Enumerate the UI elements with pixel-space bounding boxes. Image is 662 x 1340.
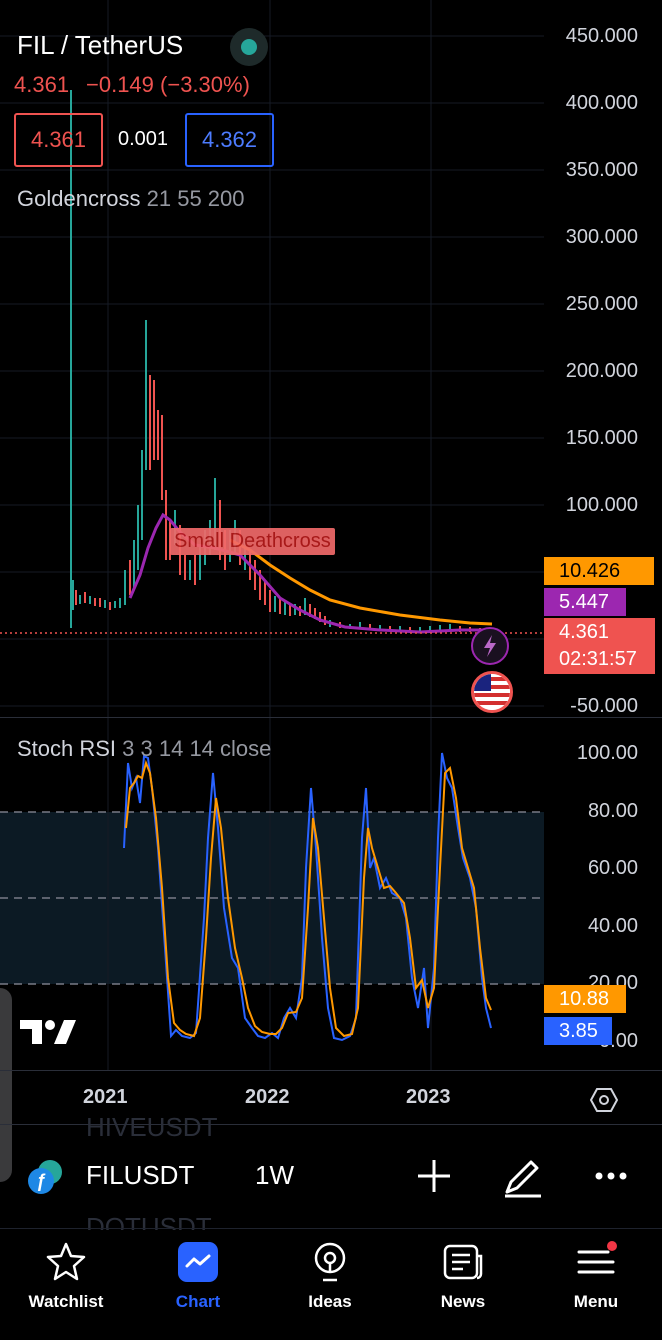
price-change: −0.149 (−3.30%) [86,72,250,97]
indicator-name: Goldencross [17,186,141,211]
ma-purple-line [128,512,488,634]
bar-countdown: 02:31:57 [559,648,637,670]
stoch-y-tick: 80.00 [587,800,638,822]
toolbar-top-border [0,1124,662,1125]
y-tick: 150.000 [565,427,638,449]
stoch-params: 3 3 14 14 close [122,736,272,761]
stoch-k-line [123,752,492,1042]
spread-value: 0.001 [118,128,169,150]
y-tick: 250.000 [565,293,638,315]
side-drawer-handle[interactable] [0,988,12,1182]
stoch-legend[interactable]: Stoch RSI 3 3 14 14 close [17,736,271,762]
more-options-icon[interactable] [587,1152,635,1200]
indicator-params: 21 55 200 [146,186,245,211]
add-plus-icon[interactable] [410,1152,458,1200]
y-tick: 300.000 [565,226,638,248]
filecoin-coin-icon[interactable]: ƒ [28,1160,64,1196]
ma-orange-line [229,538,493,626]
stoch-k-tag: 3.85 [544,1017,612,1045]
market-status-icon[interactable] [230,28,268,66]
lightning-event-icon[interactable] [471,627,509,665]
stoch-y-tick: 60.00 [587,857,638,879]
nav-label: Watchlist [28,1292,104,1311]
ma-orange-tag: 10.426 [544,557,654,585]
stoch-levels [0,811,544,985]
nav-ideas[interactable]: Ideas [264,1240,396,1312]
stoch-rsi-pane[interactable]: Stoch RSI 3 3 14 14 close 100.00 80.00 6… [0,718,662,1070]
symbol-peek-below: DOTUSDT [86,1212,212,1230]
time-axis-separator [0,1070,662,1071]
stoch-title: Stoch RSI [17,736,117,761]
y-tick: 100.000 [565,494,638,516]
x-tick: 2021 [83,1086,128,1108]
pane-separator[interactable] [0,717,662,718]
nav-menu[interactable]: Menu [530,1240,662,1312]
nav-label: Ideas [308,1292,352,1311]
last-price: 4.361 [14,72,70,97]
indicator-legend[interactable]: Goldencross 21 55 200 [17,186,245,212]
last-price-tag-value: 4.361 [559,621,610,643]
buy-button[interactable]: 4.362 [185,113,274,167]
ma-purple-tag: 5.447 [544,588,626,616]
star-icon [46,1242,86,1281]
nav-news[interactable]: News [397,1240,529,1312]
symbol-button[interactable]: FILUSDT [86,1160,195,1190]
stoch-rsi-chart[interactable] [0,718,662,1070]
y-tick: 400.000 [565,92,638,114]
lightbulb-icon [314,1242,346,1282]
y-tick: -50.000 [570,695,638,717]
x-tick: 2023 [406,1086,451,1108]
y-tick: 450.000 [565,25,638,47]
news-icon [443,1244,483,1280]
nav-label: Menu [573,1292,619,1311]
last-price-tag: 4.361 02:31:57 [544,618,655,674]
us-flag-event-icon[interactable] [471,671,513,713]
nav-top-border [0,1228,662,1229]
stoch-y-tick: 40.00 [587,915,638,937]
x-tick: 2022 [245,1086,290,1108]
nav-label: Chart [175,1292,221,1311]
hamburger-menu-icon [577,1241,617,1274]
sell-button[interactable]: 4.361 [14,113,103,167]
stoch-d-line [125,759,492,1038]
interval-button[interactable]: 1W [255,1160,294,1190]
drawing-pen-icon[interactable] [499,1152,547,1200]
tradingview-logo [20,1020,76,1044]
stoch-d-tag: 10.88 [544,985,626,1013]
price-pane[interactable]: FIL / TetherUS 4.361 −0.149 (−3.30%) 4.3… [0,0,662,717]
price-grid [0,0,544,717]
symbol-title[interactable]: FIL / TetherUS [17,30,184,60]
chart-icon [178,1242,218,1282]
deathcross-label[interactable]: Small Deathcross [170,528,335,555]
y-tick: 350.000 [565,159,638,181]
nav-label: News [440,1292,486,1311]
symbol-peek-above: HIVEUSDT [86,1112,218,1138]
settings-hexagon-icon[interactable] [590,1086,618,1114]
nav-watchlist[interactable]: Watchlist [0,1240,132,1312]
stoch-y-tick: 100.00 [576,742,638,764]
nav-chart[interactable]: Chart [132,1240,264,1312]
y-tick: 200.000 [565,360,638,382]
